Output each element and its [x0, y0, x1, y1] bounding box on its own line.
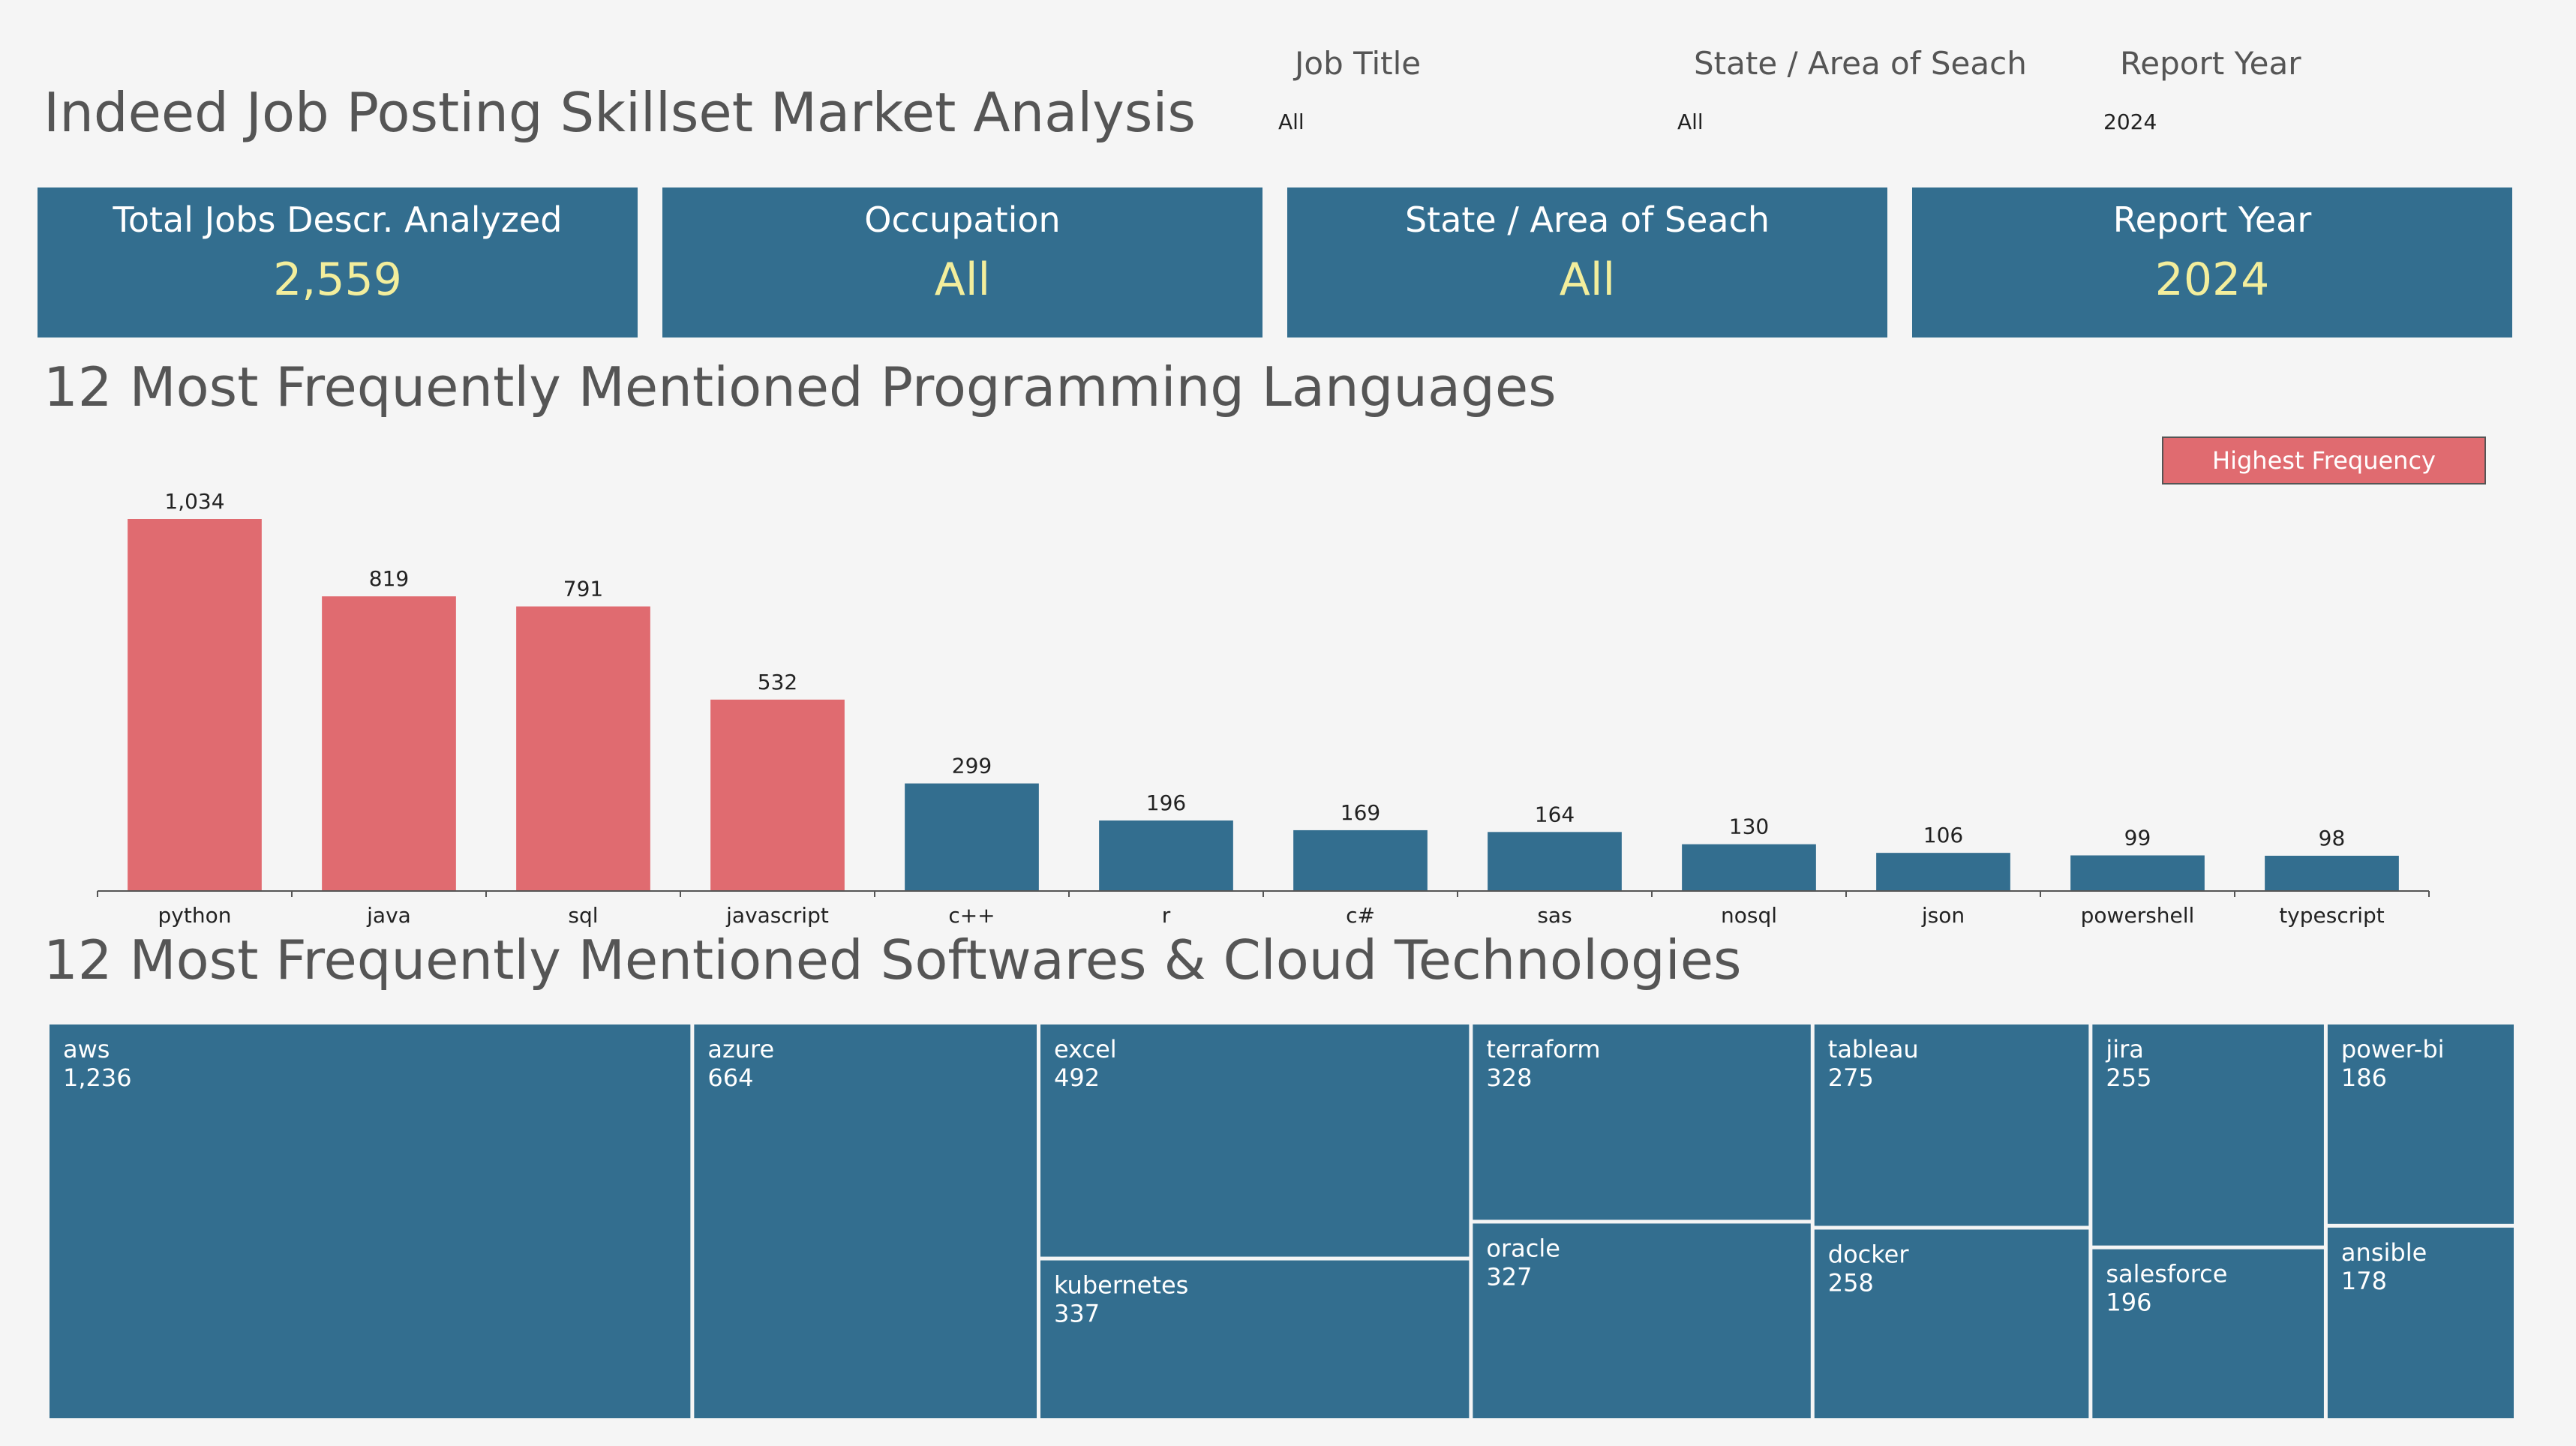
kpi-occupation: Occupation All: [662, 188, 1262, 338]
category-tick-label: powershell: [2081, 903, 2195, 928]
treemap-cell-name: aws: [63, 1035, 110, 1064]
category-tick-label: c++: [948, 903, 995, 928]
category-tick-label: r: [1162, 903, 1171, 928]
category-tick-label: c#: [1346, 903, 1375, 928]
bar-c++[interactable]: [905, 783, 1039, 891]
bar-r[interactable]: [1099, 820, 1233, 891]
bar-value-label: 169: [1341, 800, 1380, 825]
category-tick-label: sas: [1537, 903, 1572, 928]
filter-state-label: State / Area of Seach: [1694, 45, 2027, 82]
bar-value-label: 99: [2124, 826, 2151, 850]
treemap-cell-name: ansible: [2341, 1238, 2427, 1267]
treemap-cell-ansible[interactable]: [2327, 1227, 2514, 1418]
filter-state-value[interactable]: All: [1677, 110, 1704, 134]
bar-value-label: 164: [1535, 802, 1575, 826]
bar-value-label: 299: [952, 754, 992, 778]
bar-value-label: 106: [1923, 823, 1963, 848]
treemap-cell-oracle[interactable]: [1473, 1223, 1811, 1418]
bar-value-label: 791: [563, 577, 603, 602]
bar-nosql[interactable]: [1682, 844, 1816, 891]
kpi-occupation-value: All: [934, 254, 991, 306]
treemap-cell-name: excel: [1054, 1035, 1117, 1064]
treemap-cell-value: 664: [707, 1064, 753, 1092]
treemap-cell-name: power-bi: [2341, 1035, 2445, 1064]
filter-job-title-value[interactable]: All: [1278, 110, 1305, 134]
treemap-cell-aws[interactable]: [50, 1024, 691, 1418]
languages-section-title: 12 Most Frequently Mentioned Programming…: [44, 356, 1557, 418]
treemap-cell-jira[interactable]: [2092, 1024, 2324, 1246]
kpi-report-year: Report Year 2024: [1912, 188, 2512, 338]
treemap-cell-power-bi[interactable]: [2327, 1024, 2514, 1224]
treemap-cell-name: salesforce: [2106, 1260, 2227, 1288]
treemap-cell-name: oracle: [1486, 1234, 1560, 1262]
category-tick-label: sql: [568, 903, 598, 928]
treemap-cell-tableau[interactable]: [1814, 1024, 2089, 1226]
filter-job-title-label: Job Title: [1295, 45, 1422, 82]
software-section-title: 12 Most Frequently Mentioned Softwares &…: [44, 928, 1742, 992]
bar-value-label: 1,034: [164, 489, 224, 514]
treemap-cell-value: 258: [1828, 1268, 1874, 1297]
languages-bar-chart: 1,034 python 819 java 791 sql 532 javascript 299…: [97, 489, 2430, 928]
treemap-cell-kubernetes[interactable]: [1040, 1260, 1470, 1418]
treemap-cell-value: 275: [1828, 1064, 1874, 1092]
kpi-report-year-value: 2024: [2154, 254, 2270, 306]
treemap-cell-docker[interactable]: [1814, 1229, 2089, 1418]
kpi-occupation-label: Occupation: [864, 200, 1061, 240]
kpi-state: State / Area of Seach All: [1287, 188, 1887, 338]
treemap-cell-value: 196: [2106, 1288, 2151, 1317]
treemap-cell-value: 1,236: [63, 1064, 132, 1092]
treemap-cell-value: 337: [1054, 1300, 1100, 1328]
treemap-cell-name: tableau: [1828, 1035, 1919, 1064]
category-tick-label: javascript: [725, 903, 829, 928]
kpi-total-jobs: Total Jobs Descr. Analyzed 2,559: [38, 188, 638, 338]
treemap-cell-value: 327: [1486, 1262, 1532, 1291]
treemap-cell-excel[interactable]: [1040, 1024, 1470, 1257]
treemap-cell-name: kubernetes: [1054, 1271, 1188, 1300]
bar-powershell[interactable]: [2070, 855, 2205, 891]
treemap-cell-value: 186: [2341, 1064, 2387, 1092]
bar-c#[interactable]: [1293, 830, 1428, 891]
bar-value-label: 532: [758, 670, 797, 694]
kpi-state-label: State / Area of Seach: [1404, 200, 1770, 240]
bar-java[interactable]: [322, 596, 456, 891]
treemap-cell-value: 328: [1486, 1064, 1532, 1092]
treemap-cell-name: jira: [2105, 1035, 2144, 1064]
category-tick-label: nosql: [1721, 903, 1777, 928]
treemap-cell-name: docker: [1828, 1240, 1910, 1268]
legend-highest-frequency: Highest Frequency: [2162, 436, 2486, 484]
bar-typescript[interactable]: [2265, 855, 2399, 891]
treemap-cell-azure[interactable]: [694, 1024, 1037, 1418]
category-tick-label: java: [366, 903, 411, 928]
treemap-cell-value: 178: [2341, 1267, 2387, 1295]
category-tick-label: python: [158, 903, 232, 928]
treemap-cell-name: terraform: [1486, 1035, 1600, 1064]
treemap-cell-name: azure: [707, 1035, 774, 1064]
bar-python[interactable]: [128, 519, 262, 891]
category-tick-label: json: [1921, 903, 1965, 928]
kpi-report-year-label: Report Year: [2112, 200, 2312, 240]
kpi-state-value: All: [1559, 254, 1616, 306]
page-title: Indeed Job Posting Skillset Market Analy…: [44, 81, 1196, 144]
bar-json[interactable]: [1876, 853, 2010, 891]
treemap-cell-value: 492: [1054, 1064, 1100, 1092]
kpi-total-jobs-value: 2,559: [273, 254, 402, 306]
filter-year-value[interactable]: 2024: [2103, 110, 2157, 134]
treemap-cell-terraform[interactable]: [1473, 1024, 1811, 1220]
bar-javascript[interactable]: [710, 699, 845, 891]
filter-year-label: Report Year: [2120, 45, 2301, 82]
category-tick-label: typescript: [2279, 903, 2385, 928]
treemap-cell-salesforce[interactable]: [2092, 1249, 2324, 1418]
bar-sas[interactable]: [1488, 832, 1622, 891]
bar-value-label: 819: [369, 566, 409, 591]
kpi-total-jobs-label: Total Jobs Descr. Analyzed: [113, 200, 563, 240]
bar-value-label: 196: [1146, 790, 1186, 815]
bar-value-label: 98: [2319, 826, 2346, 850]
bar-value-label: 130: [1729, 814, 1769, 839]
treemap-cell-value: 255: [2106, 1064, 2151, 1092]
bar-sql[interactable]: [516, 606, 650, 891]
